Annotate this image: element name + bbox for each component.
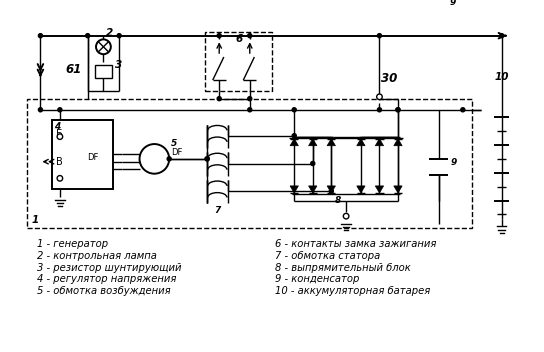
Circle shape bbox=[58, 108, 62, 112]
Text: 6 - контакты замка зажигания: 6 - контакты замка зажигания bbox=[275, 239, 436, 250]
Text: 9: 9 bbox=[450, 0, 456, 7]
Polygon shape bbox=[327, 186, 336, 193]
Text: 10: 10 bbox=[494, 72, 509, 82]
Circle shape bbox=[376, 94, 382, 100]
Text: 7: 7 bbox=[214, 206, 220, 215]
Text: В: В bbox=[56, 157, 63, 166]
Polygon shape bbox=[290, 139, 299, 146]
Circle shape bbox=[461, 108, 465, 112]
Circle shape bbox=[500, 34, 504, 38]
Polygon shape bbox=[375, 186, 384, 193]
Bar bbox=[95, 65, 112, 78]
Bar bbox=[27, 99, 472, 228]
Text: 5: 5 bbox=[171, 139, 177, 148]
Polygon shape bbox=[327, 139, 336, 146]
Text: 10 - аккумуляторная батарея: 10 - аккумуляторная батарея bbox=[275, 286, 430, 296]
Circle shape bbox=[217, 96, 221, 101]
Circle shape bbox=[292, 134, 296, 138]
Circle shape bbox=[292, 108, 296, 112]
Text: 8 - выпрямительный блок: 8 - выпрямительный блок bbox=[275, 263, 411, 272]
Polygon shape bbox=[394, 186, 402, 193]
Circle shape bbox=[140, 144, 169, 174]
Circle shape bbox=[167, 157, 171, 161]
Text: 6: 6 bbox=[235, 34, 242, 44]
Circle shape bbox=[39, 34, 42, 38]
Circle shape bbox=[396, 108, 400, 112]
Polygon shape bbox=[357, 186, 365, 193]
Text: 61: 61 bbox=[66, 63, 82, 76]
Polygon shape bbox=[290, 186, 299, 193]
Text: 5 - обмотка возбуждения: 5 - обмотка возбуждения bbox=[37, 286, 170, 296]
Text: 2 - контрольная лампа: 2 - контрольная лампа bbox=[37, 251, 157, 261]
Text: 8: 8 bbox=[335, 196, 341, 205]
Circle shape bbox=[57, 134, 63, 139]
Polygon shape bbox=[308, 139, 317, 146]
Polygon shape bbox=[357, 139, 365, 146]
Circle shape bbox=[396, 108, 400, 112]
Bar bbox=[52, 120, 113, 189]
Text: DF: DF bbox=[171, 148, 182, 157]
Text: 9 - конденсатор: 9 - конденсатор bbox=[275, 274, 359, 284]
Circle shape bbox=[57, 176, 63, 181]
Circle shape bbox=[329, 189, 333, 193]
Text: 2: 2 bbox=[106, 28, 114, 38]
Text: 4 - регулятор напряжения: 4 - регулятор напряжения bbox=[37, 274, 176, 284]
Text: DF: DF bbox=[86, 152, 98, 162]
Text: 30: 30 bbox=[381, 72, 398, 85]
Circle shape bbox=[39, 108, 42, 112]
Circle shape bbox=[217, 34, 221, 38]
Circle shape bbox=[378, 108, 381, 112]
Text: 7 - обмотка статора: 7 - обмотка статора bbox=[275, 251, 380, 261]
Text: 3 - резистор шунтирующий: 3 - резистор шунтирующий bbox=[37, 263, 181, 272]
Circle shape bbox=[96, 39, 111, 54]
Polygon shape bbox=[394, 139, 402, 146]
Circle shape bbox=[378, 34, 381, 38]
Bar bbox=[205, 32, 272, 91]
Circle shape bbox=[248, 96, 252, 101]
Text: 1 - генератор: 1 - генератор bbox=[37, 239, 108, 250]
Text: Б: Б bbox=[56, 129, 63, 139]
Text: 3: 3 bbox=[115, 60, 122, 70]
Circle shape bbox=[248, 108, 252, 112]
Text: 1: 1 bbox=[31, 215, 39, 225]
Circle shape bbox=[248, 34, 252, 38]
Circle shape bbox=[311, 162, 315, 165]
Text: 4: 4 bbox=[54, 122, 60, 131]
Text: 9: 9 bbox=[451, 158, 457, 167]
Circle shape bbox=[205, 157, 209, 161]
Circle shape bbox=[117, 34, 121, 38]
Circle shape bbox=[343, 213, 349, 219]
Polygon shape bbox=[308, 186, 317, 193]
Circle shape bbox=[85, 34, 90, 38]
Circle shape bbox=[205, 157, 209, 161]
Polygon shape bbox=[375, 139, 384, 146]
